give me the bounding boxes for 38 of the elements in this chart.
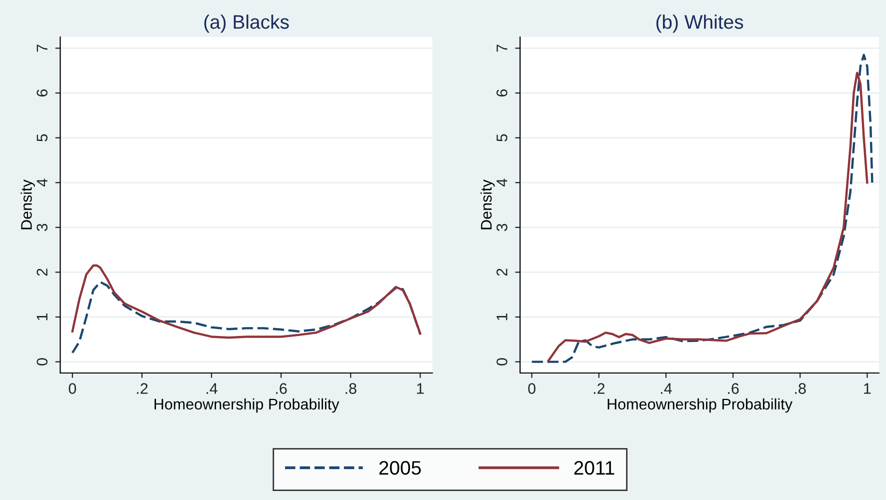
chart-title: (b) Whites (656, 14, 744, 33)
x-axis-title: Homeownership Probability (154, 398, 340, 413)
line-series (71, 280, 422, 354)
y-axis-title: Density (480, 180, 495, 230)
y-tick-label: 0 (496, 358, 508, 366)
y-tick-label: 1 (36, 313, 48, 320)
x-tick-label: .8 (795, 383, 806, 394)
y-tick-label: 7 (496, 44, 508, 52)
y-tick-label: 5 (36, 134, 48, 142)
chart-title: (a) Blacks (204, 14, 289, 33)
x-tick-label: 1 (864, 383, 871, 394)
x-tick-label: .6 (276, 383, 287, 394)
y-tick-label: 2 (496, 268, 508, 276)
y-tick-label: 3 (36, 224, 48, 232)
x-tick-label: .2 (594, 383, 604, 394)
y-axis-title: Density (20, 180, 35, 230)
x-tick-label: 1 (417, 383, 424, 394)
x-tick-label: .4 (660, 383, 672, 394)
y-tick-label: 2 (36, 268, 48, 276)
x-tick-label: .6 (728, 383, 739, 394)
y-tick-label: 0 (36, 358, 48, 366)
y-tick-label: 4 (496, 178, 508, 186)
x-tick-label: 0 (528, 383, 536, 394)
y-tick-label: 5 (496, 134, 508, 142)
y-tick-label: 1 (496, 313, 508, 320)
x-tick-label: .8 (346, 383, 356, 394)
y-tick-label: 3 (496, 224, 508, 232)
x-tick-label: .2 (137, 383, 148, 394)
y-tick-label: 4 (36, 178, 48, 186)
x-axis-title: Homeownership Probability (608, 398, 792, 413)
x-tick-label: 0 (68, 383, 76, 394)
line-series (71, 264, 422, 339)
legend-label: 2011 (574, 461, 614, 475)
legend-label: 2005 (379, 461, 421, 475)
y-tick-label: 7 (36, 44, 48, 52)
y-tick-label: 6 (496, 89, 508, 96)
y-tick-label: 6 (36, 89, 48, 96)
x-tick-label: .4 (206, 383, 218, 394)
